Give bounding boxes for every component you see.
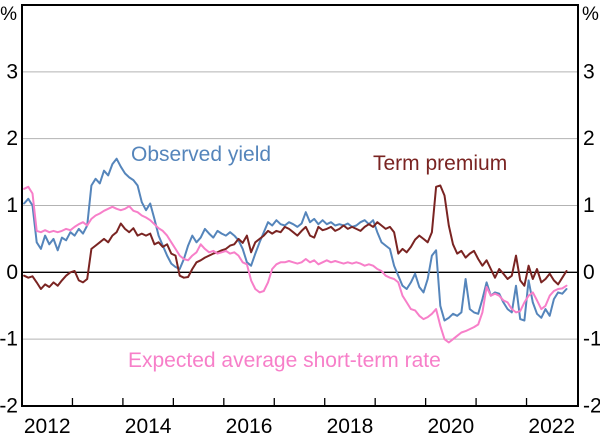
y-tick-label-left--1: -1: [0, 328, 18, 351]
series-annotations: Observed yield Term premium Expected avera…: [128, 143, 507, 372]
series-label-expected-average-short-term-rate: Expected average short-term rate: [128, 349, 441, 372]
gridlines: [23, 71, 577, 340]
series-line-term-premium: [23, 184, 568, 290]
x-axis-label-2020: 2020: [427, 415, 474, 438]
y-tick-label-left-2: 2: [6, 127, 18, 150]
axes: [21, 4, 579, 407]
series-lines: [23, 157, 568, 344]
x-axis-label-2022: 2022: [528, 415, 575, 438]
y-tick-label-right--2: -2: [583, 395, 600, 418]
y-tick-label-right-2: 2: [583, 127, 595, 150]
x-axis-label-2012: 2012: [24, 415, 71, 438]
x-axis-label-2016: 2016: [226, 415, 273, 438]
series-label-observed-yield: Observed yield: [131, 143, 271, 166]
axis-labels: % % 3 3 2 2 1 1 0 0 -1 -1 -2 -2 2012 2014 2016 2018 2020…: [0, 4, 600, 438]
y-tick-label-right-0: 0: [583, 261, 595, 284]
y-tick-label-right--1: -1: [583, 328, 600, 351]
y-tick-label-left-1: 1: [6, 194, 18, 217]
x-axis-label-2014: 2014: [125, 415, 172, 438]
x-axis-label-2018: 2018: [327, 415, 374, 438]
y-tick-label-left--2: -2: [0, 395, 18, 418]
y-tick-label-left-0: 0: [6, 261, 18, 284]
series-label-term-premium: Term premium: [373, 152, 507, 175]
y-axis-unit-right: %: [582, 4, 599, 25]
series-line-expected-average-short-term-rate: [23, 185, 568, 344]
series-line-observed-yield: [23, 157, 568, 322]
y-tick-label-right-3: 3: [583, 60, 595, 83]
y-axis-unit-left: %: [0, 4, 17, 25]
y-tick-label-right-1: 1: [583, 194, 595, 217]
y-tick-label-left-3: 3: [6, 60, 18, 83]
plot-frame: [21, 4, 579, 407]
